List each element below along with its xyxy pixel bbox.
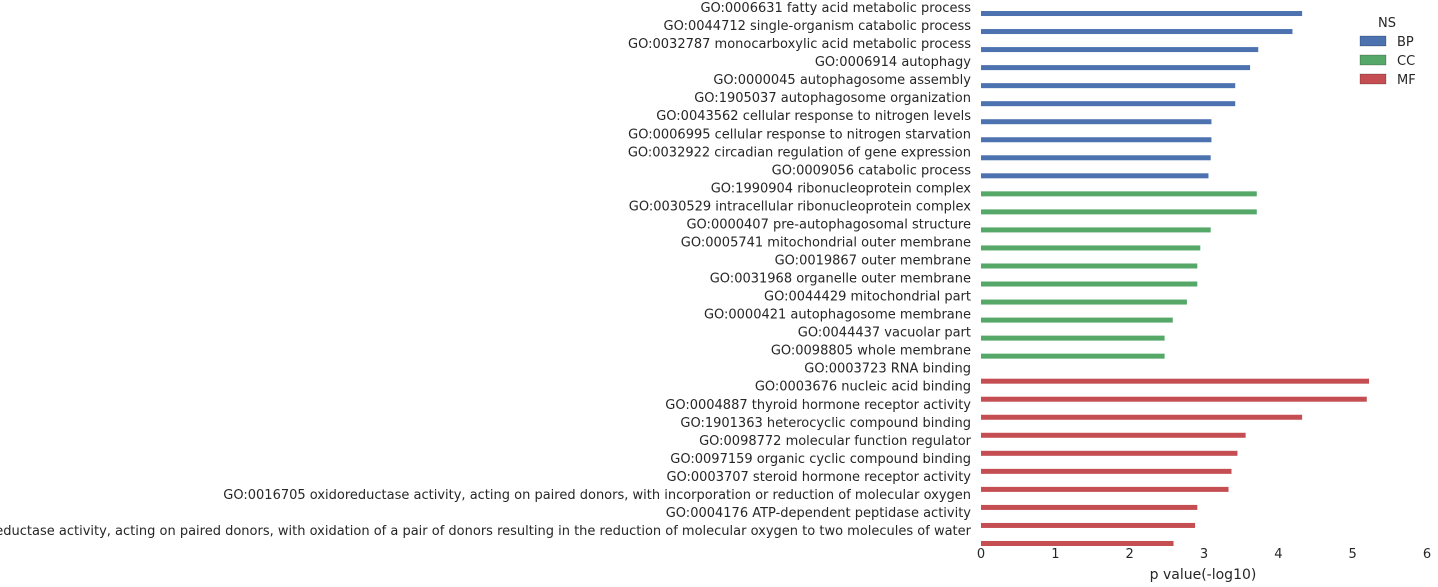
bar-cc	[981, 335, 1165, 341]
legend-swatch-mf	[1359, 73, 1387, 85]
bar-mf	[981, 378, 1370, 384]
category-label: GO:0003707 steroid hormone receptor acti…	[666, 470, 971, 485]
x-tick-label: 0	[977, 547, 985, 562]
bar-bp	[981, 173, 1209, 179]
legend-label-mf: MF	[1397, 73, 1416, 88]
bar-mf	[981, 468, 1232, 474]
category-label: GO:0003723 RNA binding	[804, 362, 971, 377]
category-label: GO:0004176 ATP-dependent peptidase activ…	[666, 506, 972, 521]
category-label: GO:1990904 ribonucleoprotein complex	[711, 181, 972, 196]
category-label: GO:0000421 autophagosome membrane	[704, 308, 971, 323]
bars-layer	[981, 11, 1370, 546]
x-tick-label: 6	[1423, 547, 1431, 562]
category-label: GO:0003676 nucleic acid binding	[755, 380, 971, 395]
bar-mf	[981, 504, 1198, 510]
category-label: GO:0043562 cellular response to nitrogen…	[656, 109, 971, 124]
category-label: GO:0098772 molecular function regulator	[699, 434, 972, 449]
bar-cc	[981, 281, 1198, 287]
bar-mf	[981, 540, 1174, 546]
bar-bp	[981, 101, 1236, 107]
legend-label-bp: BP	[1397, 35, 1414, 50]
category-label: GO:0032922 circadian regulation of gene …	[628, 145, 971, 160]
bar-bp	[981, 11, 1303, 17]
x-tick-label: 3	[1200, 547, 1208, 562]
category-label: GO:0032787 monocarboxylic acid metabolic…	[628, 37, 971, 52]
category-labels: GO:0006631 fatty acid metabolic process G…	[0, 1, 972, 539]
bar-cc	[981, 209, 1257, 215]
bar-bp	[981, 83, 1236, 89]
bar-cc	[981, 263, 1198, 269]
bar-mf	[981, 522, 1196, 528]
bar-cc	[981, 317, 1173, 323]
x-axis-title: p value(-log10)	[1150, 567, 1257, 583]
category-label: GO:0044712 single-organism catabolic pro…	[664, 19, 972, 34]
bar-cc	[981, 299, 1187, 305]
category-label: GO:0006631 fatty acid metabolic process	[700, 1, 971, 16]
bar-mf	[981, 432, 1246, 438]
legend-label-cc: CC	[1397, 54, 1415, 69]
bar-cc	[981, 353, 1165, 359]
bar-bp	[981, 65, 1251, 71]
category-label: GO:0031968 organelle outer membrane	[710, 272, 971, 287]
bar-mf	[981, 396, 1367, 402]
x-axis-ticks: 0 1 2 3 4 5 6	[977, 547, 1431, 562]
category-label: GO:0005741 mitochondrial outer membrane	[681, 235, 971, 250]
bar-bp	[981, 137, 1212, 143]
category-label: GO:0000407 pre-autophagosomal structure	[686, 217, 971, 232]
bar-cc	[981, 191, 1257, 197]
bar-bp	[981, 47, 1259, 53]
bar-mf	[981, 414, 1303, 420]
bar-mf	[981, 486, 1229, 492]
category-label: GO:0016705 oxidoreductase activity, acti…	[223, 488, 971, 503]
bar-mf	[981, 450, 1238, 456]
legend-title: NS	[1378, 16, 1396, 31]
category-label: GO:0019867 outer membrane	[775, 253, 971, 268]
x-tick-label: 1	[1051, 547, 1059, 562]
x-tick-label: 2	[1126, 547, 1134, 562]
bar-bp	[981, 119, 1212, 125]
legend-swatch-cc	[1359, 54, 1387, 66]
category-label: GO:0016717 oxidoreductase activity, acti…	[0, 524, 972, 539]
category-label: GO:0044429 mitochondrial part	[764, 290, 971, 305]
category-label: GO:0009056 catabolic process	[772, 163, 972, 178]
category-label: GO:0006995 cellular response to nitrogen…	[628, 127, 971, 142]
category-label: GO:0004887 thyroid hormone receptor acti…	[665, 398, 971, 413]
legend-swatch-bp	[1359, 35, 1387, 47]
category-label: GO:0000045 autophagosome assembly	[713, 73, 971, 88]
category-label: GO:0097159 organic cyclic compound bindi…	[670, 452, 971, 467]
category-label: GO:0044437 vacuolar part	[798, 326, 971, 341]
bar-bp	[981, 155, 1211, 161]
x-tick-label: 4	[1274, 547, 1282, 562]
bar-bp	[981, 29, 1293, 35]
category-label: GO:0030529 intracellular ribonucleoprote…	[629, 199, 972, 214]
legend: NS BP CC MF	[1359, 16, 1416, 88]
x-tick-label: 5	[1349, 547, 1357, 562]
category-label: GO:1901363 heterocyclic compound binding	[680, 416, 971, 431]
bar-cc	[981, 245, 1201, 251]
bar-cc	[981, 227, 1211, 233]
category-label: GO:0098805 whole membrane	[771, 344, 971, 359]
category-label: GO:0006914 autophagy	[815, 55, 971, 70]
category-label: GO:1905037 autophagosome organization	[694, 91, 971, 106]
